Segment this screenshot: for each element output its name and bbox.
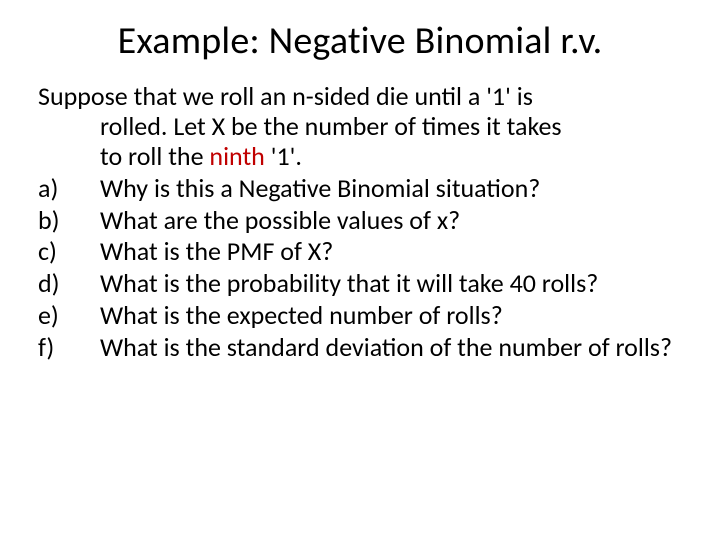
item-bullet: d): [38, 269, 80, 299]
list-item: d) What is the probability that it will …: [38, 269, 682, 299]
slide-title: Example: Negative Binomial r.v.: [38, 18, 682, 64]
item-bullet: c): [38, 237, 80, 267]
intro-paragraph: Suppose that we roll an n-sided die unti…: [38, 82, 682, 172]
item-text: What is the standard deviation of the nu…: [80, 333, 682, 363]
intro-line-3-pre: to roll the: [100, 140, 209, 172]
item-bullet: e): [38, 301, 80, 331]
list-item: b) What are the possible values of x?: [38, 206, 682, 236]
item-text: What is the probability that it will tak…: [80, 269, 682, 299]
item-text: What is the PMF of X?: [80, 237, 682, 267]
item-bullet: f): [38, 333, 80, 363]
slide-content: Suppose that we roll an n-sided die unti…: [38, 82, 682, 363]
highlight-word: ninth: [209, 140, 264, 172]
list-item: e) What is the expected number of rolls?: [38, 301, 682, 331]
item-bullet: a): [38, 174, 80, 204]
item-text: Why is this a Negative Binomial situatio…: [80, 174, 682, 204]
intro-line-1: Suppose that we roll an n-sided die unti…: [38, 82, 682, 112]
list-item: c) What is the PMF of X?: [38, 237, 682, 267]
item-text: What are the possible values of x?: [80, 206, 682, 236]
intro-line-2: rolled. Let X be the number of times it …: [38, 112, 682, 142]
list-item: a) Why is this a Negative Binomial situa…: [38, 174, 682, 204]
list-item: f) What is the standard deviation of the…: [38, 333, 682, 363]
intro-line-3: to roll the ninth '1'.: [38, 142, 682, 172]
item-text: What is the expected number of rolls?: [80, 301, 682, 331]
item-bullet: b): [38, 206, 80, 236]
intro-line-3-post: '1'.: [265, 140, 302, 172]
